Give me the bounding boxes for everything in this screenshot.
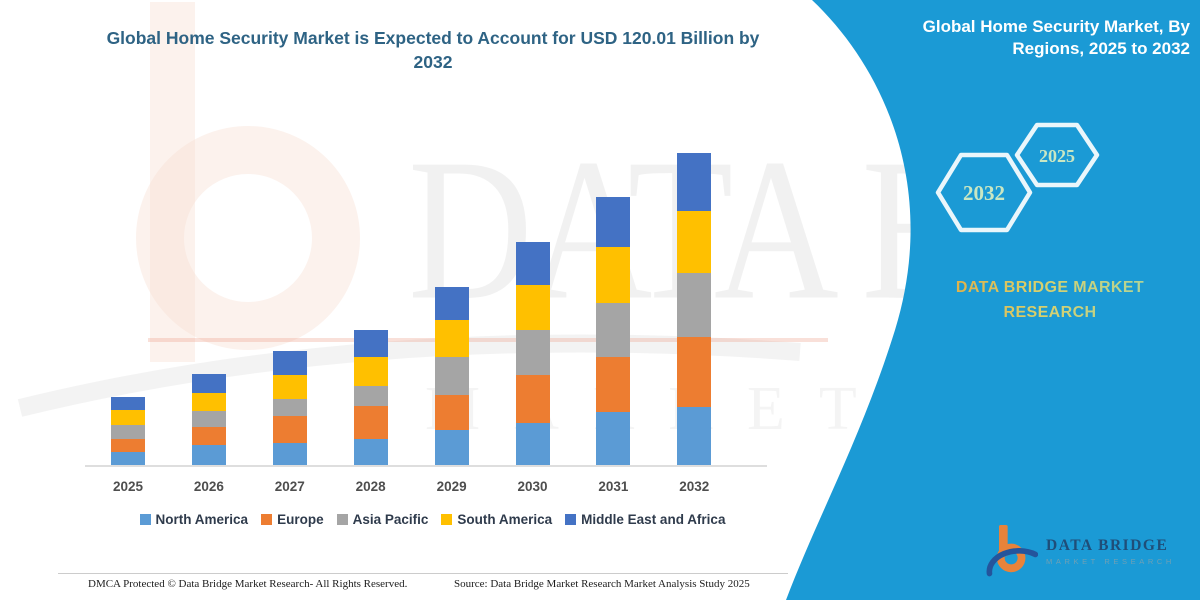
bar-2031 xyxy=(596,196,631,465)
bar-segment-south-america xyxy=(596,246,631,304)
panel-brand-line1: DATA BRIDGE MARKET xyxy=(955,279,1145,296)
legend-item: Asia Pacific xyxy=(336,512,429,527)
bar-2026 xyxy=(191,374,226,465)
bar-segment-middle-east-and-africa xyxy=(353,330,388,358)
x-tick-label: 2030 xyxy=(517,479,548,494)
legend-item: South America xyxy=(441,512,552,527)
legend-swatch-icon xyxy=(441,514,453,525)
bar-segment-south-america xyxy=(434,319,469,357)
bar-segment-north-america xyxy=(434,429,469,465)
x-tick-label: 2027 xyxy=(274,479,305,494)
bar-segment-north-america xyxy=(111,451,145,465)
bar-segment-north-america xyxy=(677,407,712,465)
x-axis-labels: 2025 2026 2027 2028 2029 2030 2031 2032 xyxy=(85,479,775,499)
x-tick-label: 2032 xyxy=(679,479,710,494)
legend-swatch-icon xyxy=(139,514,151,525)
footer-copyright: DMCA Protected © Data Bridge Market Rese… xyxy=(88,578,408,590)
bar-segment-europe xyxy=(191,427,226,445)
x-tick-label: 2031 xyxy=(598,479,629,494)
bar-segment-europe xyxy=(434,394,469,430)
bar-segment-asia-pacific xyxy=(596,303,631,357)
bar-segment-asia-pacific xyxy=(515,329,550,375)
bar-segment-europe xyxy=(272,415,307,443)
bar-2030 xyxy=(515,242,550,465)
bar-segment-middle-east-and-africa xyxy=(515,242,550,285)
bar-segment-asia-pacific xyxy=(677,273,712,337)
bar-segment-europe xyxy=(111,438,145,452)
bar-segment-europe xyxy=(596,356,631,412)
bar-segment-asia-pacific xyxy=(272,399,307,416)
plot-area xyxy=(85,145,775,465)
panel-brand-text: DATA BRIDGE MARKET RESEARCH xyxy=(928,276,1172,326)
legend-swatch-icon xyxy=(261,514,273,525)
bar-segment-asia-pacific xyxy=(111,425,145,439)
x-tick-label: 2025 xyxy=(112,479,144,494)
bar-2029 xyxy=(434,287,469,465)
bar-segment-north-america xyxy=(515,422,550,465)
dbmr-logo-icon xyxy=(986,525,1038,577)
hexagon-large-label: 2032 xyxy=(963,181,1005,205)
legend-label: North America xyxy=(155,512,249,527)
logo-subtitle: MARKET RESEARCH xyxy=(1046,556,1175,566)
bar-segment-middle-east-and-africa xyxy=(596,196,631,247)
bar-segment-middle-east-and-africa xyxy=(272,350,307,376)
footer-source: Source: Data Bridge Market Research Mark… xyxy=(454,578,750,590)
bar-segment-middle-east-and-africa xyxy=(111,397,145,411)
legend: North America Europe Asia Pacific South Ame… xyxy=(85,512,780,527)
bar-segment-europe xyxy=(515,374,550,423)
logo-title: DATA BRIDGE xyxy=(1046,536,1169,554)
hexagon-small-label: 2025 xyxy=(1039,146,1075,166)
side-panel-heading: Global Home Security Market, By Regions,… xyxy=(922,17,1190,59)
bar-segment-south-america xyxy=(353,357,388,386)
legend-item: Middle East and Africa xyxy=(565,512,725,527)
legend-label: Middle East and Africa xyxy=(581,512,726,527)
hexagon-2032-icon: 2032 xyxy=(935,152,1033,233)
bar-segment-middle-east-and-africa xyxy=(434,287,469,320)
company-logo: DATA BRIDGE MARKET RESEARCH xyxy=(986,522,1175,580)
bar-segment-south-america xyxy=(191,393,226,411)
bar-segment-asia-pacific xyxy=(353,385,388,406)
legend-item: North America xyxy=(139,512,249,527)
bar-2025 xyxy=(111,397,145,465)
bar-segment-europe xyxy=(677,336,712,408)
bar-segment-middle-east-and-africa xyxy=(677,153,712,211)
bar-segment-north-america xyxy=(191,445,226,465)
hexagon-2025-icon: 2025 xyxy=(1014,122,1100,188)
legend-swatch-icon xyxy=(336,514,348,525)
legend-label: Asia Pacific xyxy=(352,512,429,527)
bar-segment-north-america xyxy=(353,439,388,465)
x-axis-line xyxy=(85,465,767,467)
footer-divider xyxy=(58,573,788,574)
bar-segment-south-america xyxy=(272,375,307,400)
legend-swatch-icon xyxy=(565,514,577,525)
bar-segment-south-america xyxy=(111,410,145,425)
bar-2027 xyxy=(272,350,307,465)
panel-brand-line2: RESEARCH xyxy=(1003,303,1097,321)
bar-2032 xyxy=(677,153,712,465)
bar-segment-middle-east-and-africa xyxy=(191,374,226,394)
bar-segment-north-america xyxy=(596,411,631,465)
hexagon-badges: 2032 2025 xyxy=(935,122,1100,233)
bar-segment-south-america xyxy=(515,284,550,330)
x-tick-label: 2026 xyxy=(193,479,224,494)
legend-item: Europe xyxy=(261,512,324,527)
bar-segment-europe xyxy=(353,405,388,440)
legend-label: South America xyxy=(457,512,553,527)
legend-label: Europe xyxy=(277,512,324,527)
chart-title: Global Home Security Market is Expected … xyxy=(106,28,760,73)
bar-segment-asia-pacific xyxy=(191,410,226,428)
watermark-underline xyxy=(148,338,828,342)
x-tick-label: 2029 xyxy=(436,479,467,494)
bar-segment-south-america xyxy=(677,210,712,274)
x-tick-label: 2028 xyxy=(355,479,386,494)
bar-segment-north-america xyxy=(272,442,307,465)
bar-segment-asia-pacific xyxy=(434,356,469,395)
bar-2028 xyxy=(353,330,388,465)
